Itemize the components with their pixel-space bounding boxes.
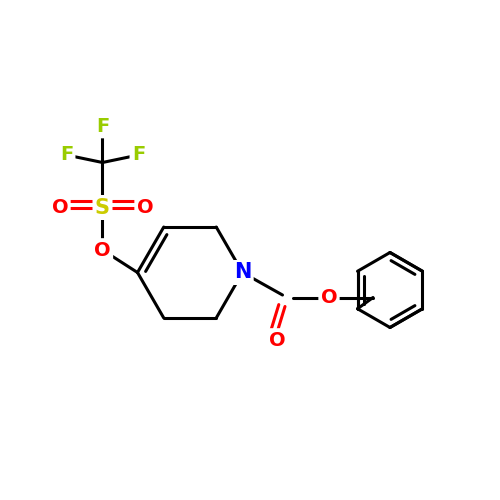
Text: S: S <box>95 198 110 218</box>
Text: F: F <box>132 146 145 165</box>
Text: F: F <box>60 146 73 165</box>
Text: O: O <box>136 198 154 217</box>
Text: O: O <box>320 288 338 307</box>
Text: O: O <box>269 330 286 349</box>
Text: F: F <box>96 117 109 136</box>
Text: N: N <box>234 262 251 282</box>
Text: O: O <box>52 198 68 217</box>
Text: O: O <box>94 240 111 260</box>
